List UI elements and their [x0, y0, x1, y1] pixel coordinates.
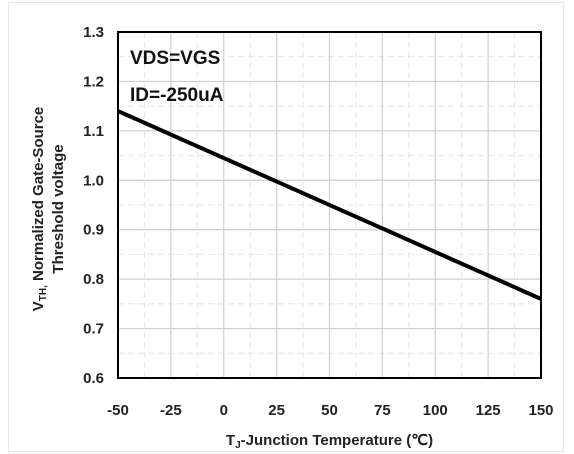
x-axis-title-t: T — [226, 432, 235, 449]
y-axis-title-sub: TH, — [38, 285, 49, 301]
x-tick-label: 125 — [476, 402, 501, 419]
x-tick-label: 0 — [220, 402, 228, 419]
x-axis-title: TJ-Junction Temperature (℃) — [226, 432, 433, 451]
annotation-id: ID=-250uA — [130, 85, 224, 106]
x-axis-title-rest: -Junction Temperature (℃) — [241, 432, 433, 449]
y-tick-label: 1.0 — [83, 172, 104, 189]
y-tick-label: 0.6 — [83, 370, 104, 387]
x-tick-labels: -50 -25 0 25 50 75 100 125 150 — [107, 402, 553, 419]
figure-frame — [8, 2, 564, 452]
x-tick-label: 100 — [423, 402, 448, 419]
plot-border — [117, 31, 542, 379]
series-layer — [117, 109, 542, 301]
y-tick-label: 0.8 — [83, 271, 104, 288]
y-tick-label: 1.1 — [83, 123, 104, 140]
y-tick-label: 1.2 — [83, 73, 104, 90]
y-axis-title-rest: Normalized Gate-Source — [30, 107, 47, 285]
y-tick-label: 0.9 — [83, 222, 104, 239]
x-tick-label: 25 — [268, 402, 285, 419]
y-axis-title: VTH, Normalized Gate-Source Threshold vo… — [30, 107, 67, 312]
y-axis-title-line2: Threshold voltage — [50, 144, 67, 273]
y-axis-title-v: V — [30, 301, 47, 311]
x-tick-label: 75 — [374, 402, 391, 419]
series-line-0 — [117, 109, 542, 301]
y-tick-label: 0.7 — [83, 321, 104, 338]
annotation-vds-vgs: VDS=VGS — [130, 48, 220, 69]
x-tick-label: 150 — [528, 402, 553, 419]
x-tick-label: 50 — [321, 402, 338, 419]
x-axis-title-sub: J — [235, 440, 241, 451]
y-tick-label: 1.3 — [83, 24, 104, 41]
x-tick-label: -50 — [107, 402, 129, 419]
x-tick-label: -25 — [160, 402, 182, 419]
y-tick-labels: 0.6 0.7 0.8 0.9 1.0 1.1 1.2 1.3 — [83, 24, 104, 387]
y-axis-title-line1: VTH, Normalized Gate-Source — [30, 107, 49, 312]
